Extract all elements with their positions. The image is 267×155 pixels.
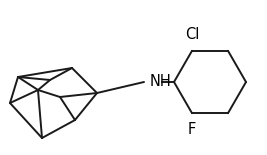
Text: NH: NH — [150, 75, 172, 89]
Text: Cl: Cl — [185, 27, 199, 42]
Text: F: F — [188, 122, 196, 137]
